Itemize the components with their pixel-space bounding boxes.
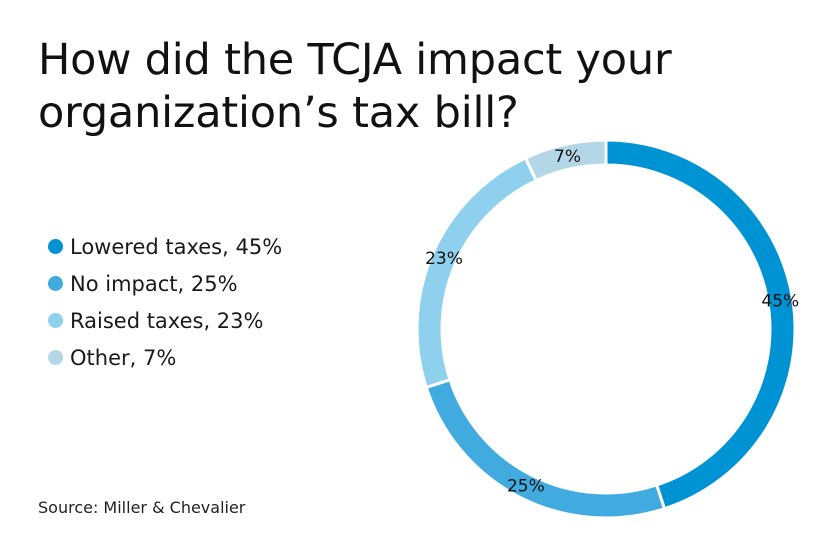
legend-item-raised-taxes: Raised taxes, 23% xyxy=(48,302,282,339)
slice-label-lowered-taxes: 45% xyxy=(761,291,799,311)
legend-swatch-lowered-taxes xyxy=(48,239,63,254)
slice-lowered-taxes xyxy=(604,138,797,511)
legend-swatch-other xyxy=(48,350,63,365)
legend-item-no-impact: No impact, 25% xyxy=(48,265,282,302)
legend-item-other: Other, 7% xyxy=(48,339,282,376)
slice-other xyxy=(523,138,608,183)
slice-no-impact xyxy=(424,377,667,520)
legend-label-no-impact: No impact, 25% xyxy=(70,271,238,296)
legend-label-lowered-taxes: Lowered taxes, 45% xyxy=(70,234,283,259)
slice-label-raised-taxes: 23% xyxy=(425,249,463,269)
legend-label-raised-taxes: Raised taxes, 23% xyxy=(70,308,264,333)
source-note: Source: Miller & Chevalier xyxy=(38,498,246,517)
slice-raised-taxes xyxy=(415,155,539,390)
legend-swatch-raised-taxes xyxy=(48,313,63,328)
legend: Lowered taxes, 45% No impact, 25% Raised… xyxy=(48,228,282,376)
legend-label-other: Other, 7% xyxy=(70,345,177,370)
chart-title: How did the TCJA impact your organizatio… xyxy=(38,35,672,138)
slice-label-other: 7% xyxy=(554,147,581,167)
legend-swatch-no-impact xyxy=(48,276,63,291)
legend-item-lowered-taxes: Lowered taxes, 45% xyxy=(48,228,282,265)
donut-chart: 45% 25% 23% 7% xyxy=(415,138,799,520)
slice-label-no-impact: 25% xyxy=(507,476,545,496)
